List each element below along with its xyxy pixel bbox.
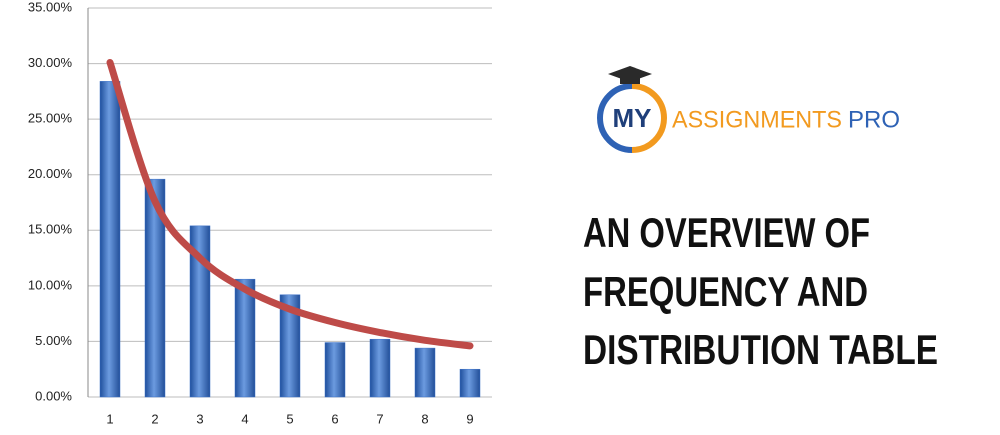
y-tick-label: 15.00% bbox=[28, 222, 73, 237]
bar bbox=[369, 338, 391, 398]
headline: AN OVERVIEW OF FREQUENCY AND DISTRIBUTIO… bbox=[583, 209, 938, 373]
x-tick-label: 8 bbox=[421, 411, 428, 426]
logo-cap bbox=[608, 66, 652, 82]
headline-line: AN OVERVIEW OF bbox=[583, 209, 870, 256]
bar bbox=[414, 347, 436, 398]
logo-mark: MY bbox=[613, 103, 652, 133]
y-tick-label: 35.00% bbox=[28, 0, 73, 14]
x-tick-label: 5 bbox=[286, 411, 293, 426]
x-tick-label: 3 bbox=[196, 411, 203, 426]
logo-ring-left bbox=[597, 83, 633, 153]
bar bbox=[189, 225, 211, 398]
bar bbox=[144, 178, 166, 398]
logo-suffix: PRO bbox=[848, 106, 900, 133]
y-tick-label: 5.00% bbox=[35, 333, 72, 348]
trend-line bbox=[106, 58, 474, 350]
y-tick-label: 0.00% bbox=[35, 388, 72, 403]
bar bbox=[99, 81, 121, 398]
headline-line: DISTRIBUTION TABLE bbox=[583, 326, 938, 373]
logo-ring-right bbox=[631, 83, 667, 153]
y-tick-label: 30.00% bbox=[28, 55, 73, 70]
x-tick-label: 9 bbox=[466, 411, 473, 426]
bar bbox=[324, 342, 346, 398]
logo-name: ASSIGNMENTS bbox=[672, 106, 842, 133]
bar bbox=[459, 368, 481, 398]
x-tick-label: 2 bbox=[151, 411, 158, 426]
y-tick-label: 10.00% bbox=[28, 277, 73, 292]
y-tick-label: 25.00% bbox=[28, 111, 73, 126]
plot-area: 0.00% 5.00% 10.00% 15.00% 20.00% 25.00% 30.00%… bbox=[28, 0, 492, 426]
x-tick-label: 1 bbox=[106, 411, 113, 426]
x-tick-label: 6 bbox=[331, 411, 338, 426]
x-tick-label: 4 bbox=[241, 411, 248, 426]
bar bbox=[234, 278, 256, 398]
y-tick-label: 20.00% bbox=[28, 166, 73, 181]
x-tick-label: 7 bbox=[376, 411, 383, 426]
bar bbox=[279, 294, 301, 398]
headline-line: FREQUENCY AND bbox=[583, 268, 868, 315]
logo: MY ASSIGNMENTS PRO bbox=[597, 66, 900, 153]
logo-cap-base bbox=[620, 76, 640, 84]
